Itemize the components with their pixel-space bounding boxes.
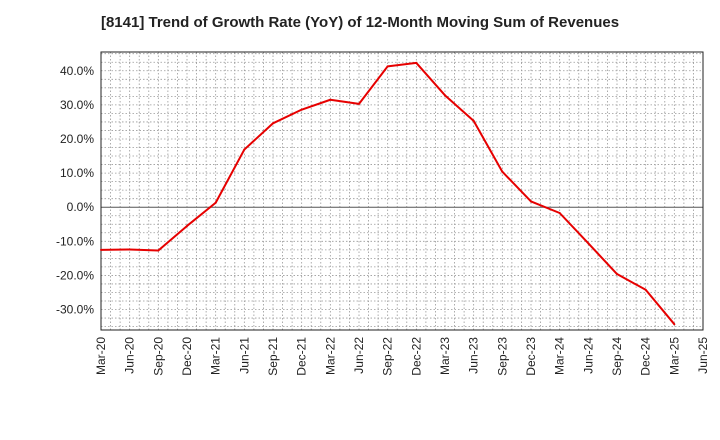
x-tick-label: Dec-20 [180,337,194,376]
x-tick-label: Sep-20 [151,337,165,376]
y-tick-label: 30.0% [60,98,94,112]
x-tick-label: Jun-25 [696,337,710,374]
data-point [157,249,160,252]
x-tick-label: Mar-25 [667,337,681,375]
x-tick-label: Mar-22 [323,337,337,375]
x-tick-label: Sep-23 [495,337,509,376]
x-tick-label: Dec-24 [639,337,653,376]
data-point [587,242,590,245]
y-tick-label: -10.0% [56,234,94,248]
x-tick-label: Mar-21 [209,337,223,375]
data-point [329,98,332,101]
data-point [186,224,188,227]
x-tick-label: Dec-21 [295,337,309,376]
data-point [243,148,246,151]
x-tick-label: Sep-24 [610,337,624,376]
data-point [530,200,532,203]
data-point [300,108,303,111]
axes [100,51,704,331]
grid [101,52,703,330]
data-point [358,102,360,105]
series [100,61,676,326]
data-point [673,323,676,326]
plot-frame [100,51,704,331]
x-tick-labels: Mar-20 Jun-20 Sep-20 Dec-20 Mar-21 Jun-21 Sep-… [94,337,710,376]
data-point [444,94,446,97]
data-point [501,170,504,173]
x-tick-label: Jun-20 [123,337,137,374]
y-tick-label: 0.0% [67,200,95,214]
y-tick-label: -20.0% [56,268,94,282]
x-tick-label: Mar-24 [553,337,567,375]
data-point [415,61,418,64]
x-tick-label: Jun-21 [237,337,251,374]
data-point [558,212,561,215]
x-tick-label: Mar-20 [94,337,108,375]
y-tick-label: 10.0% [60,166,94,180]
y-tick-labels: 40.0% 30.0% 20.0% 10.0% 0.0% -10.0% -20.0% -30.… [56,64,94,317]
x-tick-label: Jun-22 [352,337,366,374]
y-tick-label: 40.0% [60,64,94,78]
x-tick-label: Jun-24 [581,337,595,374]
x-tick-label: Sep-21 [266,337,280,376]
data-point [616,273,618,276]
x-tick-label: Dec-23 [524,337,538,376]
data-point [128,248,131,251]
data-point [272,122,274,125]
x-tick-label: Sep-22 [381,337,395,376]
x-tick-label: Mar-23 [438,337,452,375]
chart-title: [8141] Trend of Growth Rate (YoY) of 12-… [100,14,620,31]
data-point [386,65,389,68]
data-point [472,119,475,122]
x-tick-label: Dec-22 [409,337,423,376]
y-tick-label: 20.0% [60,132,94,146]
y-tick-label: -30.0% [56,303,94,317]
data-point [100,248,102,251]
data-point [214,201,217,204]
data-point [644,288,647,291]
x-tick-label: Jun-23 [467,337,481,374]
